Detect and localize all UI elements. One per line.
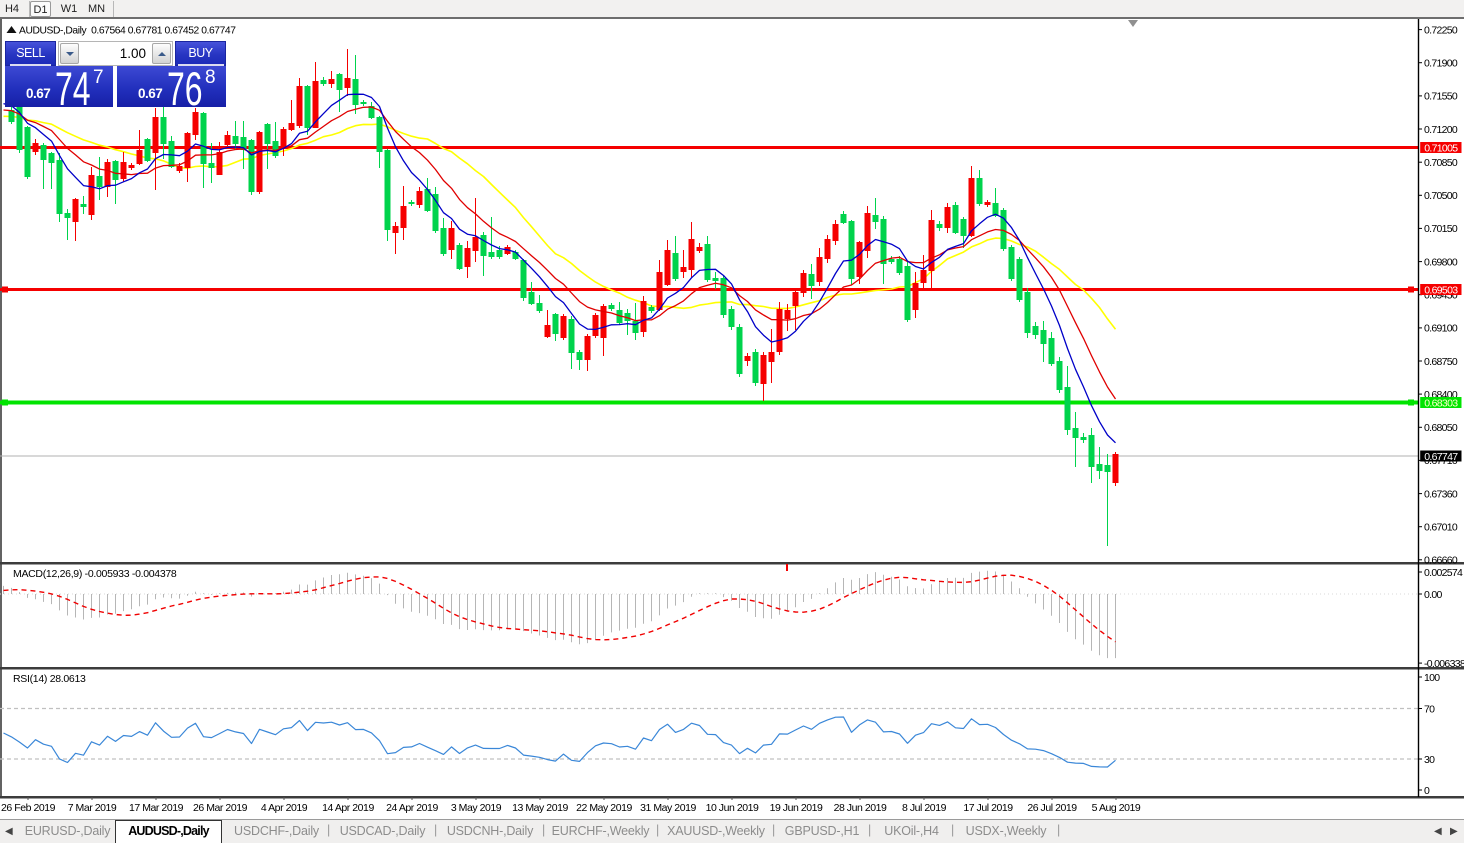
- svg-text:-0.006338: -0.006338: [1424, 658, 1464, 670]
- svg-text:8 Jul 2019: 8 Jul 2019: [902, 802, 947, 814]
- svg-text:0.66660: 0.66660: [1424, 555, 1458, 567]
- svg-text:0.002574: 0.002574: [1424, 567, 1463, 579]
- svg-text:0.69100: 0.69100: [1424, 323, 1458, 335]
- svg-text:0.67747: 0.67747: [1424, 451, 1458, 463]
- svg-text:0.70850: 0.70850: [1424, 157, 1458, 169]
- svg-text:0.68303: 0.68303: [1424, 397, 1458, 409]
- svg-text:0.68750: 0.68750: [1424, 356, 1458, 368]
- svg-text:0.70500: 0.70500: [1424, 190, 1458, 202]
- svg-text:26 Jul 2019: 26 Jul 2019: [1027, 802, 1077, 814]
- svg-text:26 Mar 2019: 26 Mar 2019: [193, 802, 248, 814]
- svg-text:5 Aug 2019: 5 Aug 2019: [1092, 802, 1141, 814]
- svg-text:14 Apr 2019: 14 Apr 2019: [322, 802, 374, 814]
- svg-text:0.00: 0.00: [1424, 589, 1442, 601]
- svg-text:0.72250: 0.72250: [1424, 24, 1458, 36]
- svg-text:24 Apr 2019: 24 Apr 2019: [386, 802, 438, 814]
- svg-text:0: 0: [1424, 785, 1430, 797]
- svg-text:0.69503: 0.69503: [1424, 284, 1458, 296]
- svg-text:0.69800: 0.69800: [1424, 256, 1458, 268]
- svg-text:31 May 2019: 31 May 2019: [640, 802, 696, 814]
- svg-text:0.71550: 0.71550: [1424, 91, 1458, 103]
- svg-text:3 May 2019: 3 May 2019: [451, 802, 502, 814]
- svg-text:70: 70: [1424, 703, 1435, 715]
- svg-text:100: 100: [1424, 672, 1440, 684]
- svg-text:RSI(14) 28.0613: RSI(14) 28.0613: [13, 673, 86, 685]
- svg-text:19 Jun 2019: 19 Jun 2019: [770, 802, 823, 814]
- svg-text:0.70150: 0.70150: [1424, 223, 1458, 235]
- svg-text:0.67010: 0.67010: [1424, 522, 1458, 534]
- svg-text:30: 30: [1424, 754, 1435, 766]
- svg-text:22 May 2019: 22 May 2019: [576, 802, 632, 814]
- svg-text:0.71200: 0.71200: [1424, 124, 1458, 136]
- svg-text:17 Mar 2019: 17 Mar 2019: [129, 802, 184, 814]
- svg-text:MACD(12,26,9) -0.005933 -0.004: MACD(12,26,9) -0.005933 -0.004378: [13, 568, 177, 580]
- svg-text:0.71005: 0.71005: [1424, 142, 1458, 154]
- svg-text:10 Jun 2019: 10 Jun 2019: [706, 802, 759, 814]
- svg-text:17 Jul 2019: 17 Jul 2019: [963, 802, 1013, 814]
- svg-text:4 Apr 2019: 4 Apr 2019: [261, 802, 308, 814]
- svg-text:0.71900: 0.71900: [1424, 58, 1458, 70]
- svg-text:13 May 2019: 13 May 2019: [512, 802, 568, 814]
- svg-text:AUDUSD-,Daily 0.67564 0.67781: AUDUSD-,Daily 0.67564 0.67781 0.67452 0.…: [19, 26, 236, 37]
- svg-text:0.67360: 0.67360: [1424, 488, 1458, 500]
- svg-text:28 Jun 2019: 28 Jun 2019: [834, 802, 887, 814]
- svg-text:26 Feb 2019: 26 Feb 2019: [1, 802, 56, 814]
- svg-text:7 Mar 2019: 7 Mar 2019: [68, 802, 117, 814]
- svg-text:0.68050: 0.68050: [1424, 422, 1458, 434]
